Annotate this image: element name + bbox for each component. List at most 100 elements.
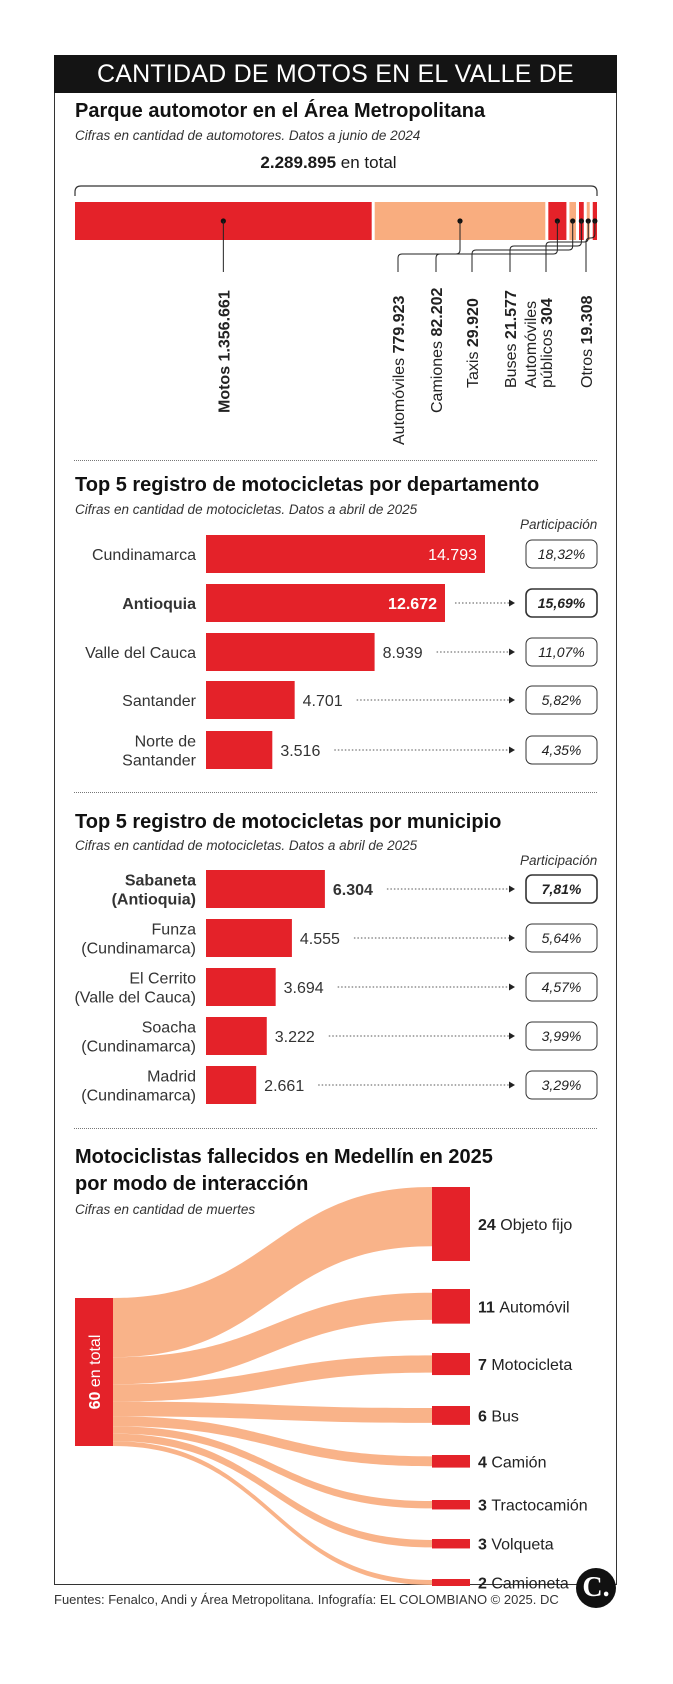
share-box xyxy=(525,588,598,618)
arrow-head xyxy=(509,1032,515,1040)
arrow-head xyxy=(509,746,515,754)
series-name: Taxis 29.920 xyxy=(465,298,482,388)
target-bar-bus xyxy=(432,1406,470,1425)
category-label: Valle del Cauca xyxy=(85,645,196,662)
share-value: 18,32% xyxy=(538,546,585,562)
series-name: Automóviles xyxy=(523,301,540,388)
category-label: Santander xyxy=(122,753,197,770)
share-box xyxy=(525,637,598,667)
municipality-bar-chart: Sabaneta (Antioquia) 6.304 7,81% Funza (Cundi… xyxy=(74,870,598,1105)
infographic-title: CANTIDAD DE MOTOS EN EL VALLE DE ABURRÁ xyxy=(54,55,617,126)
section3-title: Top 5 registro de motocicletas por munic… xyxy=(75,811,502,833)
share-box xyxy=(525,1070,598,1100)
series-label-otros: Otros 19.308 xyxy=(579,295,596,388)
divider xyxy=(74,460,597,461)
share-value: 5,82% xyxy=(542,692,582,708)
share-box xyxy=(525,1021,598,1051)
value-label: 3.694 xyxy=(284,980,324,997)
flow-automovil xyxy=(113,1292,432,1385)
target-label-motocicleta: 7 Motocicleta xyxy=(478,1357,572,1374)
category-label: El Cerrito xyxy=(129,971,196,988)
arrow-head xyxy=(509,885,515,893)
flow-bus xyxy=(113,1401,432,1423)
bar-soacha-cundinamarca xyxy=(206,1017,267,1055)
target-label-camioneta: 2 Camioneta xyxy=(478,1576,569,1593)
flow-volqueta xyxy=(113,1433,432,1548)
share-box xyxy=(525,923,598,953)
total-brace xyxy=(74,185,598,196)
section4-title-line1: Motociclistas fallecidos en Medellín en … xyxy=(75,1146,493,1168)
share-box xyxy=(525,539,598,569)
category-label: (Antioquia) xyxy=(112,892,196,909)
bar-valle-del-cauca xyxy=(206,633,375,671)
series-name: Buses 21.577 xyxy=(503,290,520,388)
leader-line xyxy=(585,221,596,272)
share-box xyxy=(525,972,598,1002)
category-label: Cundinamarca xyxy=(92,547,196,564)
flow-tractocamion xyxy=(113,1426,432,1509)
stacked-bar-chart: Motos 1.356.661 Automóviles 779.923 Camion… xyxy=(74,185,598,445)
flow-camioneta xyxy=(113,1441,432,1585)
target-label-automovil: 11 Automóvil xyxy=(478,1299,570,1316)
total-value: 2.289.895 xyxy=(260,153,337,172)
category-label: Madrid xyxy=(147,1069,196,1086)
section4-subtitle: Cifras en cantidad de muertes xyxy=(75,1202,256,1217)
arrow-head xyxy=(509,1081,515,1089)
bar-el-cerrito-valle-del-cauca xyxy=(206,968,276,1006)
share-value: 3,29% xyxy=(542,1077,582,1093)
target-bar-camion xyxy=(432,1455,470,1468)
bar-funza-cundinamarca xyxy=(206,919,292,957)
section1-title: Parque automotor en el Área Metropolitan… xyxy=(75,100,486,122)
target-label-volqueta: 3 Volqueta xyxy=(478,1537,554,1554)
section1-subtitle: Cifras en cantidad de automotores. Datos… xyxy=(75,128,421,143)
source-bar xyxy=(75,1298,113,1446)
category-label: Santander xyxy=(122,693,197,710)
series-label-buses: Buses 21.577 xyxy=(503,290,520,388)
section3-subtitle: Cifras en cantidad de motocicletas. Dato… xyxy=(75,838,418,853)
section4-title-line2: por modo de interacción xyxy=(75,1173,309,1195)
bar-sabaneta-antioquia xyxy=(206,870,325,908)
leader-line xyxy=(435,221,558,272)
value-label: 2.661 xyxy=(264,1078,304,1095)
section2-title: Top 5 registro de motocicletas por depar… xyxy=(75,474,540,496)
series-label-camiones: Camiones 82.202 xyxy=(429,287,446,413)
arrow-head xyxy=(509,648,515,656)
target-label-tractocamion: 3 Tractocamión xyxy=(478,1498,588,1515)
target-bar-tractocamion xyxy=(432,1500,470,1510)
series-label-taxis: Taxis 29.920 xyxy=(465,298,482,388)
target-bar-motocicleta xyxy=(432,1353,470,1376)
target-bar-camioneta xyxy=(432,1579,470,1586)
value-label: 6.304 xyxy=(333,882,373,899)
bar-norte-de-santander xyxy=(206,731,273,769)
bar-santander xyxy=(206,681,295,719)
leader-line xyxy=(545,221,589,272)
bar-cundinamarca xyxy=(206,535,485,573)
sankey-chart: 24 Objeto fijo 11 Automóvil 7 Motocicleta 6… xyxy=(75,1187,588,1593)
department-bar-chart: Cundinamarca 14.793 18,32% Antioquia 12.672 1… xyxy=(85,535,598,770)
arrow-head xyxy=(509,983,515,991)
flow-objeto-fijo xyxy=(113,1187,432,1358)
leader-line xyxy=(471,221,574,272)
share-box xyxy=(525,874,598,904)
series-name-line2: públicos 304 xyxy=(539,298,556,388)
flow-motocicleta xyxy=(113,1355,432,1402)
target-bar-automovil xyxy=(432,1289,470,1324)
total-label: 2.289.895 en total xyxy=(0,153,673,173)
share-value: 11,07% xyxy=(538,644,584,660)
value-label: 3.222 xyxy=(275,1029,315,1046)
arrow-head xyxy=(509,934,515,942)
share-value: 4,35% xyxy=(542,742,582,758)
category-label: (Cundinamarca) xyxy=(81,1088,196,1105)
value-label: 12.672 xyxy=(388,596,437,613)
total-suffix: en total xyxy=(340,153,397,172)
target-label-bus: 6 Bus xyxy=(478,1408,519,1425)
value-label: 3.516 xyxy=(280,743,320,760)
category-label: Norte de xyxy=(135,734,196,751)
share-value: 15,69% xyxy=(538,595,586,611)
divider xyxy=(74,1128,597,1129)
value-label: 4.555 xyxy=(300,931,340,948)
flow-camion xyxy=(113,1416,432,1467)
bar-antioquia xyxy=(206,584,445,622)
footer-credits: Fuentes: Fenalco, Andi y Área Metropolit… xyxy=(54,1592,559,1607)
category-label: Antioquia xyxy=(122,596,196,613)
